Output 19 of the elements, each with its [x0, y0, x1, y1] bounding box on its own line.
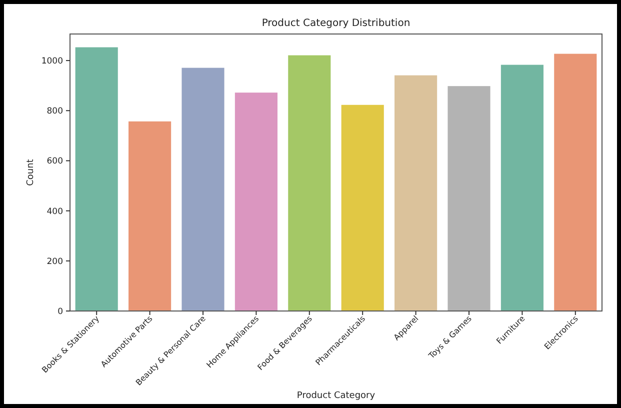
- y-tick-label: 200: [46, 256, 63, 267]
- bar: [234, 92, 278, 311]
- y-tick-label: 600: [46, 156, 63, 167]
- bar: [182, 68, 224, 311]
- y-tick-label: 1000: [41, 56, 63, 67]
- bar: [500, 64, 544, 311]
- bar: [394, 75, 438, 311]
- x-axis-title: Product Category: [296, 391, 376, 401]
- y-tick-label: 0: [58, 306, 63, 317]
- bar: [341, 104, 384, 311]
- chart-title: Product Category Distribution: [262, 18, 410, 29]
- bar: [554, 54, 597, 311]
- bar: [75, 47, 118, 311]
- y-tick-label: 400: [46, 206, 63, 217]
- y-tick-label: 800: [46, 106, 63, 117]
- y-axis-title: Count: [26, 158, 36, 186]
- bar: [128, 121, 172, 311]
- bar: [448, 86, 490, 311]
- bar: [288, 55, 331, 311]
